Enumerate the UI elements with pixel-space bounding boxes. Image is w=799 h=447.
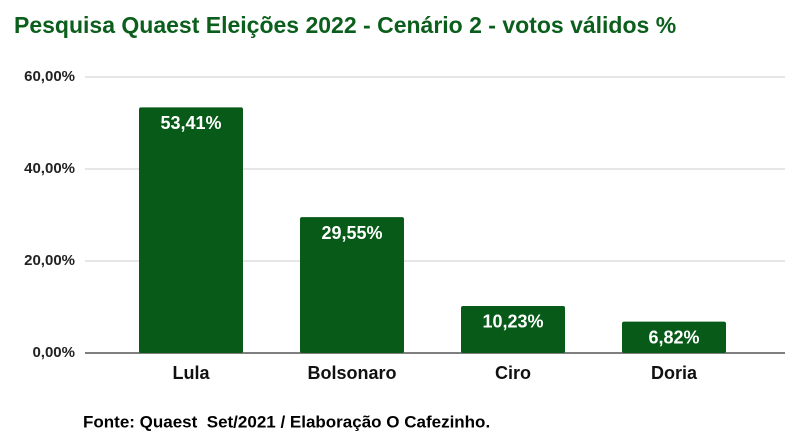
bar <box>139 107 243 354</box>
value-label: 10,23% <box>482 312 543 332</box>
x-tick-label: Ciro <box>495 363 531 383</box>
y-tick-label: 0,00% <box>32 344 75 361</box>
value-label: 29,55% <box>321 223 382 243</box>
y-tick-label: 20,00% <box>24 252 75 269</box>
x-tick-label: Doria <box>651 363 698 383</box>
value-label: 6,82% <box>648 327 699 347</box>
chart-title: Pesquisa Quaest Eleições 2022 - Cenário … <box>14 12 676 38</box>
bar <box>300 217 404 353</box>
bar <box>622 321 726 353</box>
x-tick-label: Lula <box>172 363 210 383</box>
bar <box>461 305 565 353</box>
y-tick-label: 60,00% <box>24 68 75 85</box>
source-note: Fonte: Quaest Set/2021 / Elaboração O Ca… <box>83 412 490 431</box>
y-tick-label: 40,00% <box>24 160 75 177</box>
x-tick-label: Bolsonaro <box>307 363 396 383</box>
value-label: 53,41% <box>160 113 221 133</box>
